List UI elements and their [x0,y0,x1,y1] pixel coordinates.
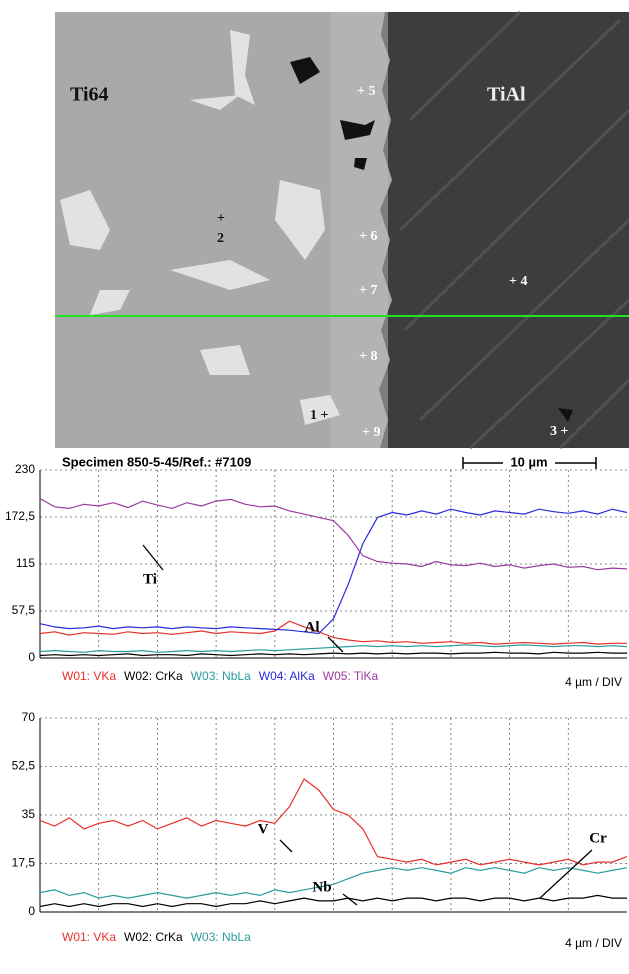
y-tick-label: 52,5 [12,759,36,773]
point-label: 1 + [310,408,329,423]
y-tick-label: 0 [28,650,35,664]
tial-region [379,12,629,448]
point-label: + 4 [509,274,527,289]
series-line [39,867,628,899]
y-tick-label: 0 [28,904,35,918]
phase-label: TiAl [487,84,526,106]
scale-bar-label: 10 µm [510,454,547,469]
phase-label: Ti64 [70,84,109,106]
annotation-leader [342,893,358,906]
legend-entry: W04: AlKa [259,669,315,683]
y-tick-label: 70 [22,710,36,724]
series-line [39,498,628,571]
point-label: + 7 [359,283,377,298]
alpha-phase [60,30,340,425]
point-label: + 5 [357,84,375,99]
annotation: Al [305,619,320,635]
series-line [39,620,627,645]
legend-entry: W02: CrKa [124,930,183,944]
series-line [39,778,628,866]
x-axis-label: 4 µm / DIV [565,675,622,689]
caption: Specimen 850-5-45/Ref.: #7109 [62,454,251,469]
legend-entry: W03: NbLa [191,930,251,944]
y-tick-label: 172,5 [5,509,35,523]
y-tick-label: 35 [22,807,36,821]
lamellae [398,10,629,450]
legend-entry: W02: CrKa [124,669,183,683]
point-label: + 6 [359,229,377,244]
x-axis-label: 4 µm / DIV [565,936,622,950]
y-tick-label: 17,5 [12,856,36,870]
point-label: 2 [217,231,224,246]
annotation: Cr [589,830,607,846]
annotation-leader [539,849,593,899]
legend-entry: W01: VKa [62,930,116,944]
y-tick-label: 57,5 [12,603,36,617]
legend-entry: W05: TiKa [323,669,379,683]
legend-entry: W03: NbLa [191,669,251,683]
legend-entry: W01: VKa [62,669,116,683]
y-tick-label: 230 [15,462,35,476]
series-line [39,894,627,908]
annotation: Nb [312,879,331,895]
annotation-leader [327,636,344,653]
series-line [39,644,628,653]
series-line [39,508,628,635]
annotation-leader [142,544,164,571]
annotation: V [258,821,269,837]
point-label: + 9 [362,425,380,440]
interlayer [330,12,388,448]
pores [290,57,573,422]
sem-image: Ti64 TiAl + 5 + 6 + 7 + 8 + 9 + 2 1 + + … [55,10,629,450]
y-tick-label: 115 [16,556,35,570]
annotation-leader [279,839,293,853]
annotation: Ti [143,571,157,587]
series-line [39,651,627,657]
point-label: + 8 [359,349,377,364]
scale-bar-gap [503,454,555,472]
point-label: 3 + [550,424,569,439]
point-label: + [217,211,225,226]
